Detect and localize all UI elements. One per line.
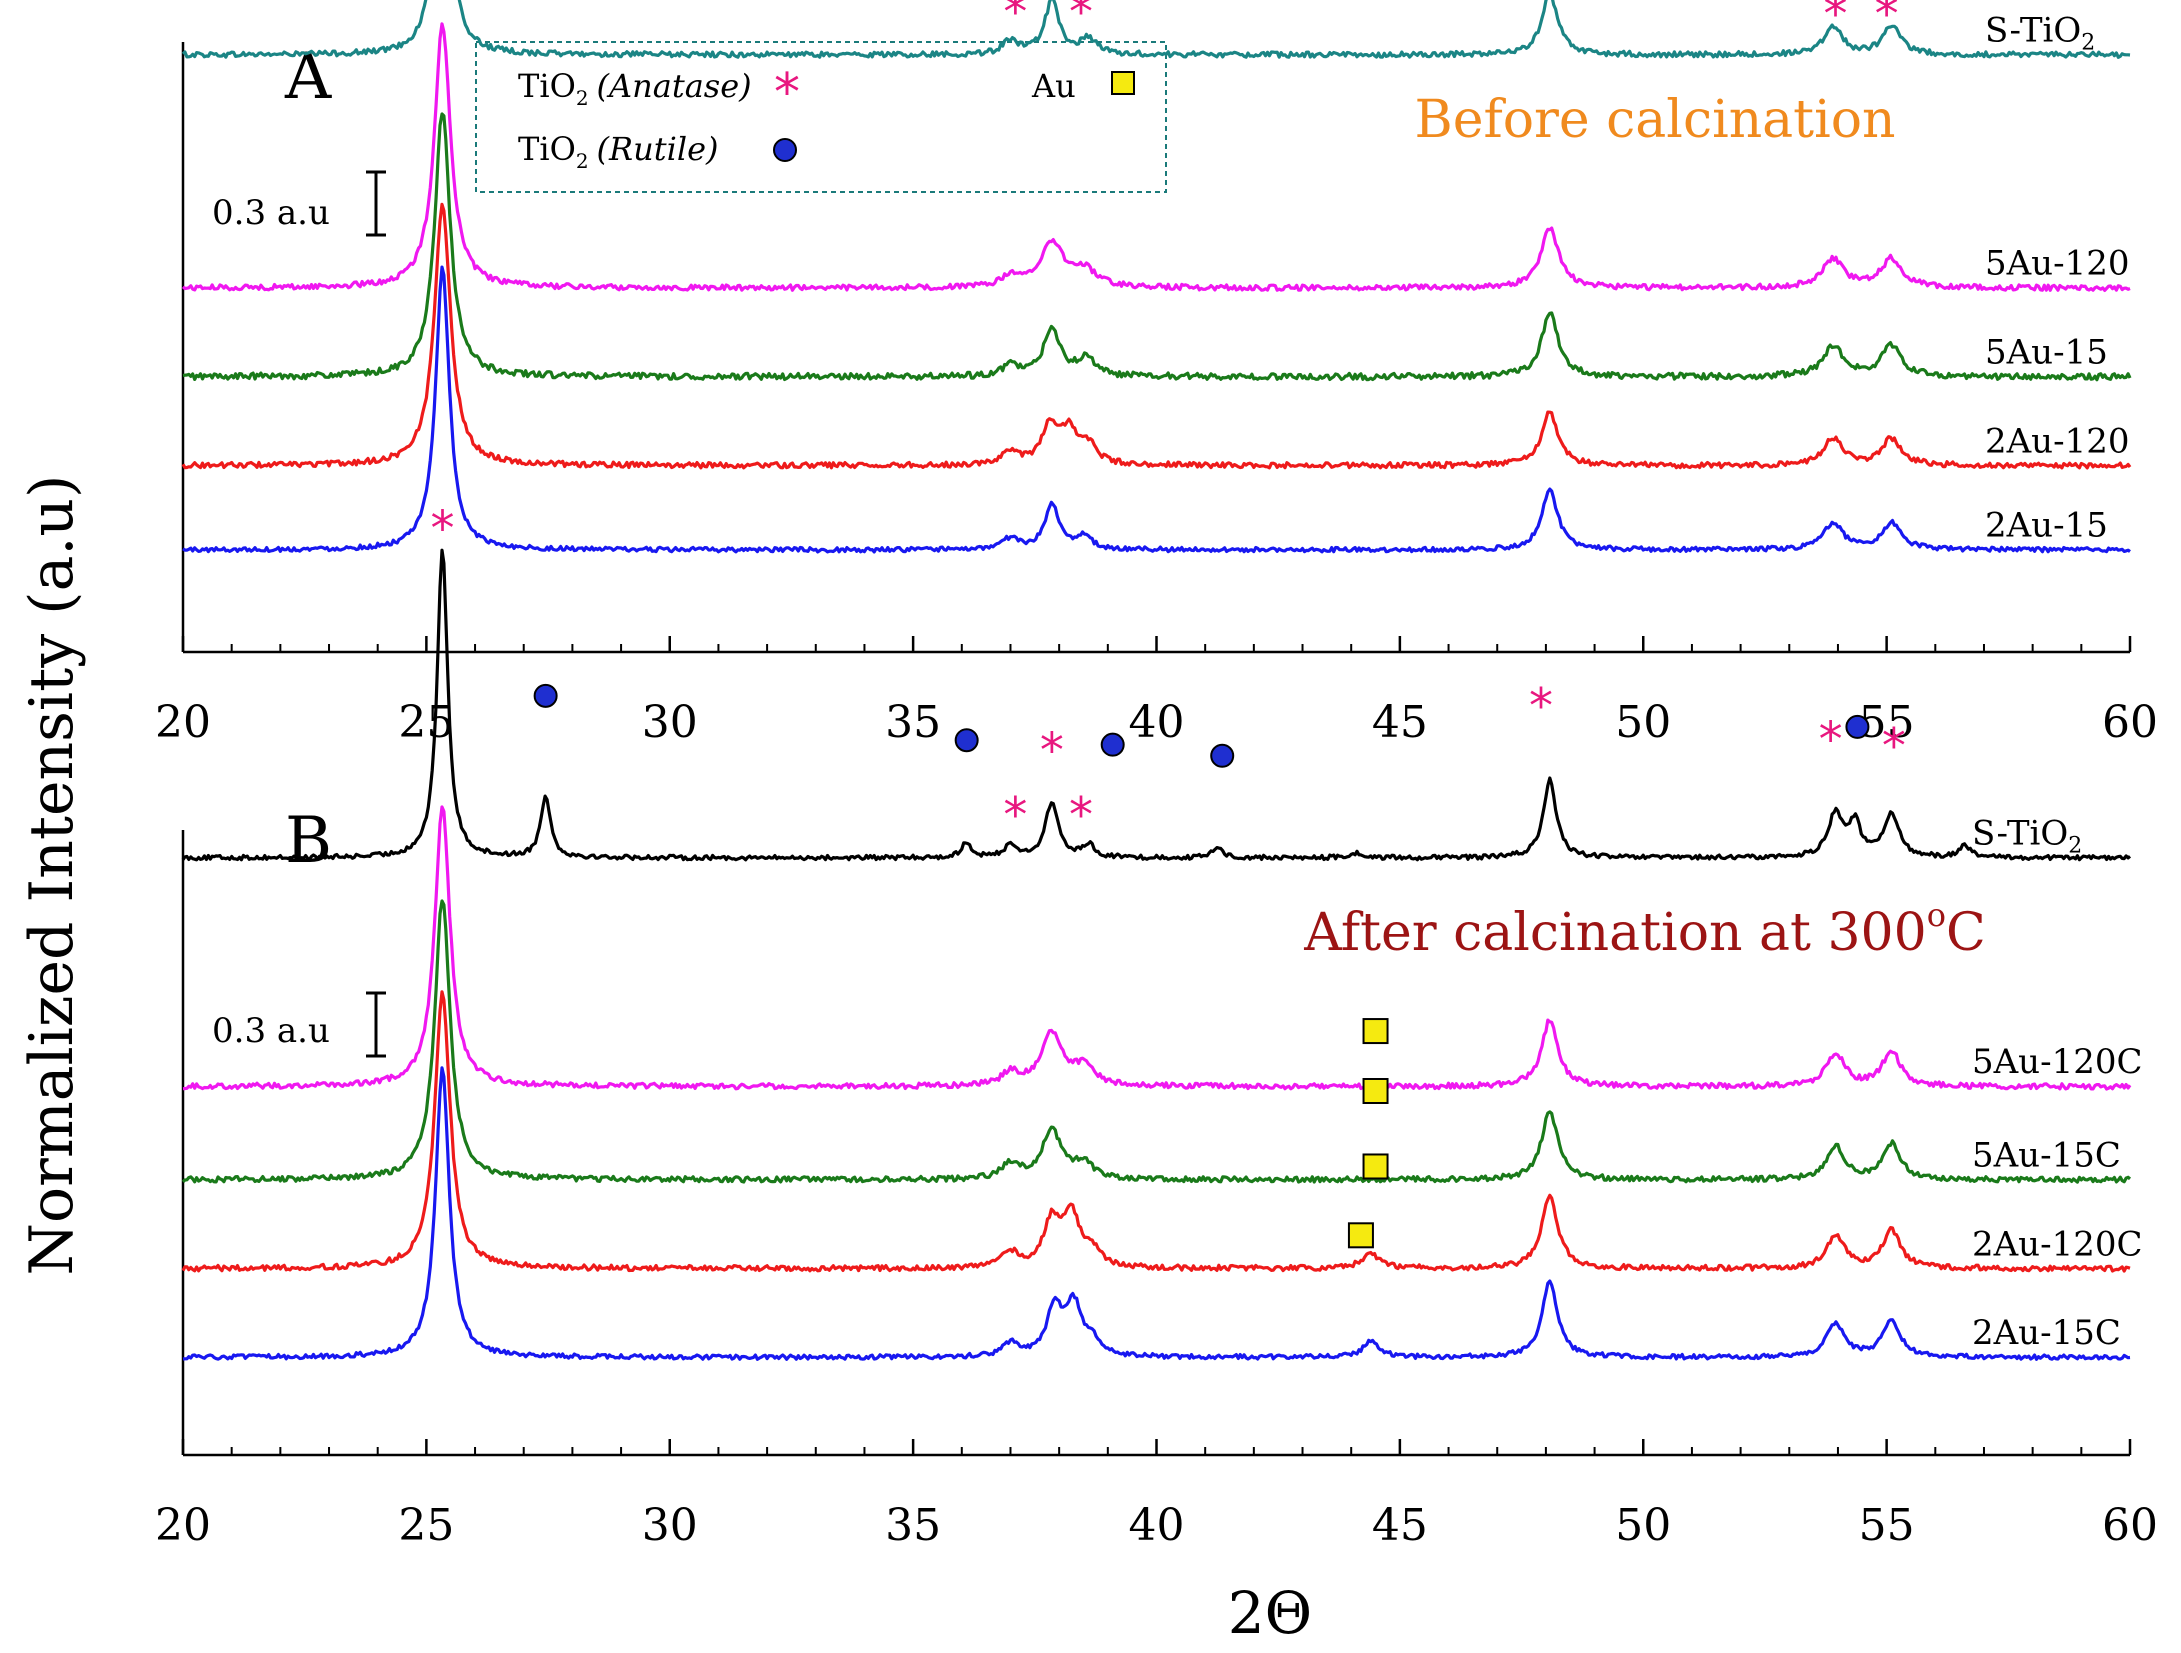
panel-a-scale-bar-label: 0.3 a.u — [212, 193, 330, 233]
series-line-2Au-15C — [182, 1066, 2131, 1361]
series-line-S-TiO2 — [181, 548, 2132, 862]
series-label-S-TiO2: S-TiO2 — [1972, 814, 2082, 859]
x-axis-label: 2Θ — [1228, 1579, 1312, 1647]
series-label-2Au-15C: 2Au-15C — [1972, 1313, 2121, 1353]
legend-rutile-prefix: TiO — [518, 130, 576, 168]
panel-b-plot-area: S-TiO25Au-120C5Au-15C2Au-120C2Au-15C****… — [181, 501, 2142, 1361]
series-label-2Au-120: 2Au-120 — [1985, 421, 2129, 461]
y-axis-label: Normalized Intensity (a.u) — [17, 475, 87, 1276]
panel-a-plot-area: S-TiO2 5Au-120 5Au-15 2Au-120 2Au-15 * * * * * * * — [181, 0, 2132, 554]
panel-a-scale-bar — [366, 170, 386, 237]
anatase-star-marker: * — [1529, 679, 1553, 735]
anatase-star-marker: * — [1040, 723, 1064, 779]
x-tick-label: 20 — [155, 1500, 211, 1551]
anatase-star-marker: * — [1824, 0, 1848, 43]
panel-b-letter: B — [285, 804, 332, 878]
series-line-2Au-120 — [181, 202, 2132, 470]
rutile-circle-marker — [1210, 743, 1235, 768]
anatase-star-marker: * — [1875, 0, 1899, 43]
series-label-5Au-15: 5Au-15 — [1985, 332, 2108, 372]
legend-rutile-sub: 2 — [576, 149, 589, 173]
series-line-S-TiO2 — [181, 0, 2131, 59]
panel-b-title-degree: o — [1927, 896, 1946, 934]
anatase-star-marker: * — [1003, 0, 1027, 40]
x-tick-label: 45 — [1372, 697, 1428, 748]
au-square-marker — [1347, 1222, 1374, 1249]
anatase-star-marker: * — [1003, 787, 1027, 843]
anatase-star-marker: * — [1882, 718, 1906, 774]
anatase-star-marker: * — [1819, 712, 1843, 768]
legend-anatase-sub: 2 — [576, 86, 589, 110]
legend-rutile-name: (Rutile) — [597, 130, 719, 168]
series-line-5Au-120C — [182, 805, 2132, 1091]
series-label-5Au-15C: 5Au-15C — [1972, 1135, 2121, 1175]
legend-anatase-prefix: TiO — [518, 67, 576, 105]
x-tick-label: 30 — [642, 1500, 698, 1551]
series-label-2Au-15: 2Au-15 — [1985, 506, 2108, 546]
series-line-2Au-120C — [181, 990, 2131, 1273]
x-tick-label: 25 — [398, 697, 454, 748]
x-tick-label: 55 — [1859, 1500, 1915, 1551]
panel-b-scale-bar — [366, 991, 386, 1058]
series-label-5Au-120C: 5Au-120C — [1972, 1042, 2142, 1082]
legend-anatase-name: (Anatase) — [597, 67, 752, 105]
panel-b: B After calcination at 300oC 0.3 a.u 20 2… — [155, 501, 2158, 1551]
rutile-circle-marker — [533, 683, 558, 708]
au-square-marker — [1362, 1153, 1389, 1180]
panel-a: A Before calcination 0.3 a.u TiO2 (Anatas… — [155, 0, 2158, 748]
legend-anatase-star-icon: * — [774, 63, 800, 123]
legend-anatase-label: TiO2 (Anatase) — [518, 67, 752, 110]
x-tick-label: 20 — [155, 697, 211, 748]
x-tick-label: 50 — [1615, 1500, 1671, 1551]
x-tick-label: 35 — [885, 1500, 941, 1551]
series-label-S-TiO2: S-TiO2 — [1985, 11, 2095, 56]
legend-rutile-label: TiO2 (Rutile) — [518, 130, 718, 173]
anatase-star-marker: * — [1069, 787, 1093, 843]
legend-box — [475, 41, 1167, 193]
x-tick-label: 30 — [642, 697, 698, 748]
x-tick-label: 25 — [398, 1500, 454, 1551]
series-label-2Au-120C: 2Au-120C — [1972, 1224, 2142, 1264]
x-tick-label: 50 — [1615, 697, 1671, 748]
x-tick-label: 40 — [1129, 697, 1185, 748]
anatase-star-marker: * — [430, 501, 454, 557]
series-label-5Au-120: 5Au-120 — [1985, 244, 2129, 284]
series-line-2Au-15 — [182, 265, 2131, 554]
x-tick-label: 45 — [1372, 1500, 1428, 1551]
anatase-star-marker: * — [1069, 0, 1093, 40]
x-tick-label: 60 — [2102, 1500, 2158, 1551]
rutile-circle-marker — [1845, 714, 1870, 739]
panel-a-title: Before calcination — [1414, 90, 1895, 150]
panel-b-title-main: After calcination at 300 — [1303, 903, 1926, 963]
legend-au-square-icon — [1111, 71, 1135, 95]
x-tick-label: 35 — [885, 697, 941, 748]
series-line-5Au-15C — [181, 899, 2132, 1184]
legend-rutile-circle-icon — [773, 138, 797, 162]
x-tick-label: 40 — [1129, 1500, 1185, 1551]
x-tick-label: 60 — [2102, 697, 2158, 748]
legend-au-label: Au — [1031, 67, 1076, 105]
series-line-5Au-15 — [182, 112, 2132, 382]
panel-b-scale-bar-label: 0.3 a.u — [212, 1011, 330, 1051]
au-square-marker — [1362, 1078, 1389, 1104]
anatase-star-marker: * — [1529, 0, 1553, 3]
panel-b-x-ticks: 20 25 30 35 40 45 50 55 60 — [155, 1439, 2158, 1551]
series-line-5Au-120 — [181, 22, 2131, 292]
rutile-circle-marker — [1100, 732, 1125, 757]
legend: TiO2 (Anatase) * TiO2 (Rutile) Au — [475, 41, 1167, 193]
rutile-circle-marker — [954, 728, 979, 753]
panel-a-x-ticks: 20 25 30 35 40 45 50 55 60 — [155, 636, 2158, 748]
panel-b-title-unit: C — [1946, 903, 1986, 963]
au-square-marker — [1362, 1018, 1389, 1045]
panel-b-title: After calcination at 300oC — [1303, 896, 1986, 963]
